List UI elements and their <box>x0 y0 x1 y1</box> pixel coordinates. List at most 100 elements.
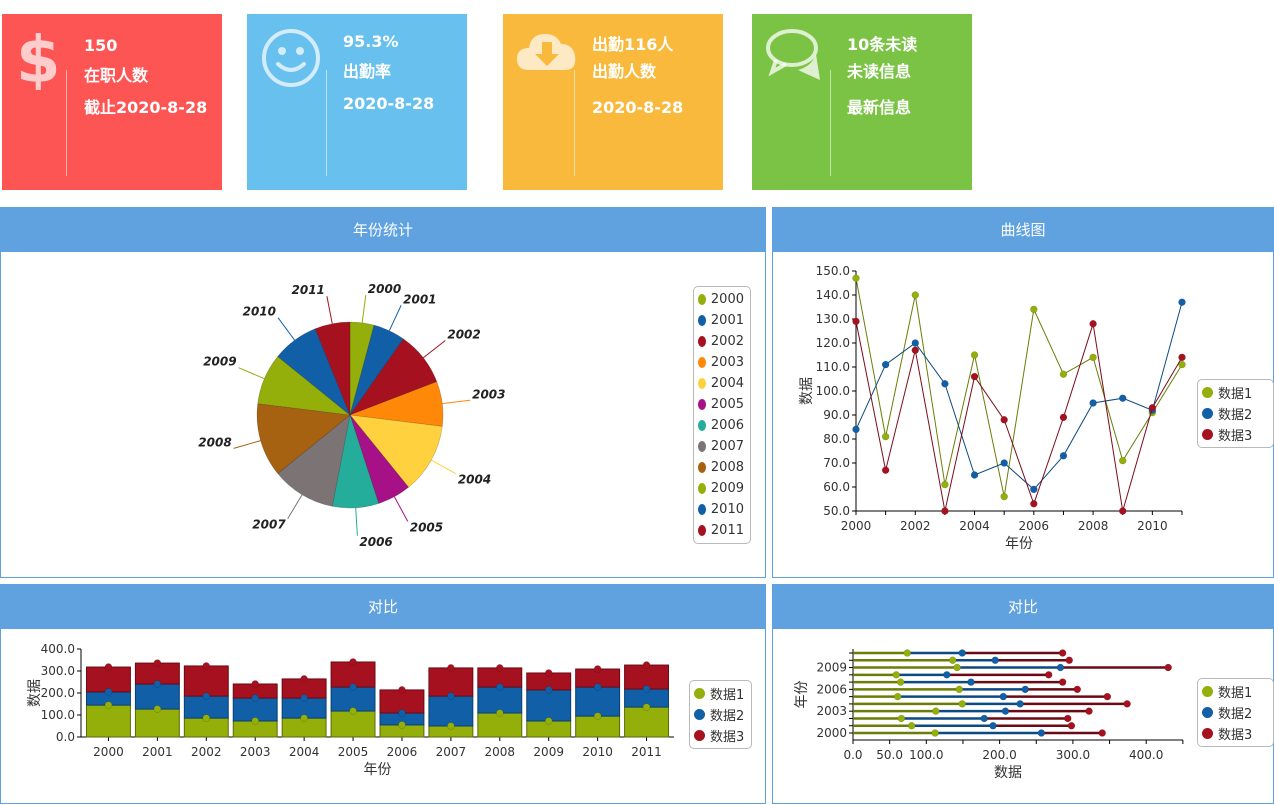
line-chart: 50.0 60.0 70.0 80.0 90.0 100.0 110.0 120.0 130.0… <box>799 264 1186 552</box>
y-tick-label: 100.0 <box>41 708 75 722</box>
card-line1: 10条未读 <box>847 35 918 54</box>
legend-item[interactable]: 2011 <box>698 520 744 541</box>
legend-item[interactable]: 数据3 <box>1202 424 1267 445</box>
hbar-point <box>958 700 966 708</box>
legend-item[interactable]: 数据1 <box>1202 382 1267 403</box>
pie-label: 2011 <box>292 283 325 297</box>
card-line2: 未读信息 <box>847 62 912 81</box>
legend-marker-icon <box>1202 728 1213 739</box>
legend-label: 2003 <box>710 355 744 370</box>
y-tick-label: 50.0 <box>823 504 850 518</box>
card-line2: 在职人数 <box>84 66 149 85</box>
y-tick-label: 150.0 <box>816 264 850 278</box>
y-tick-label: 2003 <box>816 704 847 718</box>
bar-point <box>300 714 308 722</box>
data-point <box>1030 305 1038 314</box>
bar-point <box>447 664 455 672</box>
legend-item[interactable]: 数据3 <box>694 725 745 746</box>
x-tick-label: 50.0 <box>876 748 903 762</box>
hbar-point <box>1103 692 1112 701</box>
pie-label: 2005 <box>410 520 443 534</box>
legend-marker-icon <box>698 315 706 326</box>
hbar-point <box>953 663 961 672</box>
legend-marker-icon <box>1202 686 1213 697</box>
legend-label: 2004 <box>710 376 744 391</box>
legend-item[interactable]: 数据2 <box>1202 403 1267 424</box>
data-point <box>970 372 979 381</box>
legend-marker-icon <box>1202 408 1213 419</box>
legend-item[interactable]: 数据2 <box>694 704 745 725</box>
legend-item[interactable]: 2000 <box>698 289 744 310</box>
data-point <box>1000 459 1008 467</box>
stat-card-attendance-count[interactable]: 出勤116人 出勤人数 2020-8-28 <box>503 14 723 190</box>
hbar-point <box>1056 663 1065 672</box>
pie-label: 2010 <box>243 305 276 319</box>
bar-segment-2 <box>526 689 572 722</box>
pie-label: 2006 <box>359 535 392 549</box>
legend-item[interactable]: 2010 <box>698 499 744 520</box>
data-point <box>1030 485 1038 494</box>
data-point <box>852 274 860 282</box>
stat-card-attendance-rate[interactable]: 95.3% 出勤率 2020-8-28 <box>247 14 467 190</box>
legend-item[interactable]: 2002 <box>698 331 744 352</box>
bar-point <box>496 709 504 717</box>
bar-point <box>202 714 211 722</box>
pie-leader-line <box>393 496 409 522</box>
x-tick-label: 2002 <box>900 519 931 533</box>
pie-panel-title: 年份统计 <box>1 208 765 252</box>
pie-leader-line <box>388 305 402 331</box>
y-tick-label: 2000 <box>816 726 847 740</box>
bar-point <box>593 665 602 673</box>
legend-item[interactable]: 数据3 <box>1202 723 1267 744</box>
data-point <box>1059 370 1068 378</box>
legend-label: 数据1 <box>710 688 745 703</box>
y-tick-label: 140.0 <box>816 288 850 302</box>
legend-item[interactable]: 数据2 <box>1202 702 1267 723</box>
hbar-point <box>932 707 940 715</box>
card-divider <box>66 70 67 176</box>
pie-slice-2009 <box>257 356 352 416</box>
hbar-point <box>1065 656 1073 665</box>
pie-label: 2000 <box>368 282 401 296</box>
pie-slice-2001 <box>349 324 404 416</box>
hbar-point <box>1098 729 1106 737</box>
legend-item[interactable]: 2001 <box>698 310 744 331</box>
legend-item[interactable]: 2008 <box>698 457 744 478</box>
hbar-point <box>907 721 916 730</box>
legend-item[interactable]: 数据1 <box>694 683 745 704</box>
bar-point <box>153 705 162 713</box>
y-tick-label: 60.0 <box>823 480 850 494</box>
legend-item[interactable]: 2004 <box>698 373 744 394</box>
legend-marker-icon <box>1202 429 1213 440</box>
legend-item[interactable]: 2005 <box>698 394 744 415</box>
pie-slice-2002 <box>349 338 438 416</box>
y-axis-title: 数据 <box>799 377 815 405</box>
legend-item[interactable]: 2003 <box>698 352 744 373</box>
x-tick-label: 2003 <box>240 745 271 759</box>
line-panel-title: 曲线图 <box>773 208 1273 252</box>
legend-item[interactable]: 2006 <box>698 415 744 436</box>
y-tick-label: 0.0 <box>56 730 75 744</box>
bar-point <box>349 707 357 715</box>
bar-point <box>447 692 455 700</box>
x-tick-label: 2006 <box>1019 519 1050 533</box>
bar-point <box>153 659 162 667</box>
x-tick-label: 2011 <box>631 745 662 759</box>
card-line3: 最新信息 <box>847 98 912 117</box>
legend-marker-icon <box>698 336 706 347</box>
pie-label: 2009 <box>203 355 236 369</box>
legend-item[interactable]: 数据1 <box>1202 681 1267 702</box>
data-point <box>1118 456 1127 465</box>
bar-point <box>398 721 406 729</box>
bar-point <box>447 722 455 730</box>
stat-card-staff[interactable]: $150 在职人数 截止2020-8-28 <box>2 14 222 190</box>
legend-label: 2008 <box>710 460 744 475</box>
stat-card-messages[interactable]: 10条未读未读信息最新信息 <box>752 14 972 190</box>
legend-item[interactable]: 2009 <box>698 478 744 499</box>
legend-item[interactable]: 2007 <box>698 436 744 457</box>
data-point <box>1178 360 1186 369</box>
x-tick-label: 2008 <box>485 745 516 759</box>
data-point <box>1178 353 1186 362</box>
legend-marker-icon <box>698 420 706 431</box>
y-tick-label: 2006 <box>816 682 847 696</box>
